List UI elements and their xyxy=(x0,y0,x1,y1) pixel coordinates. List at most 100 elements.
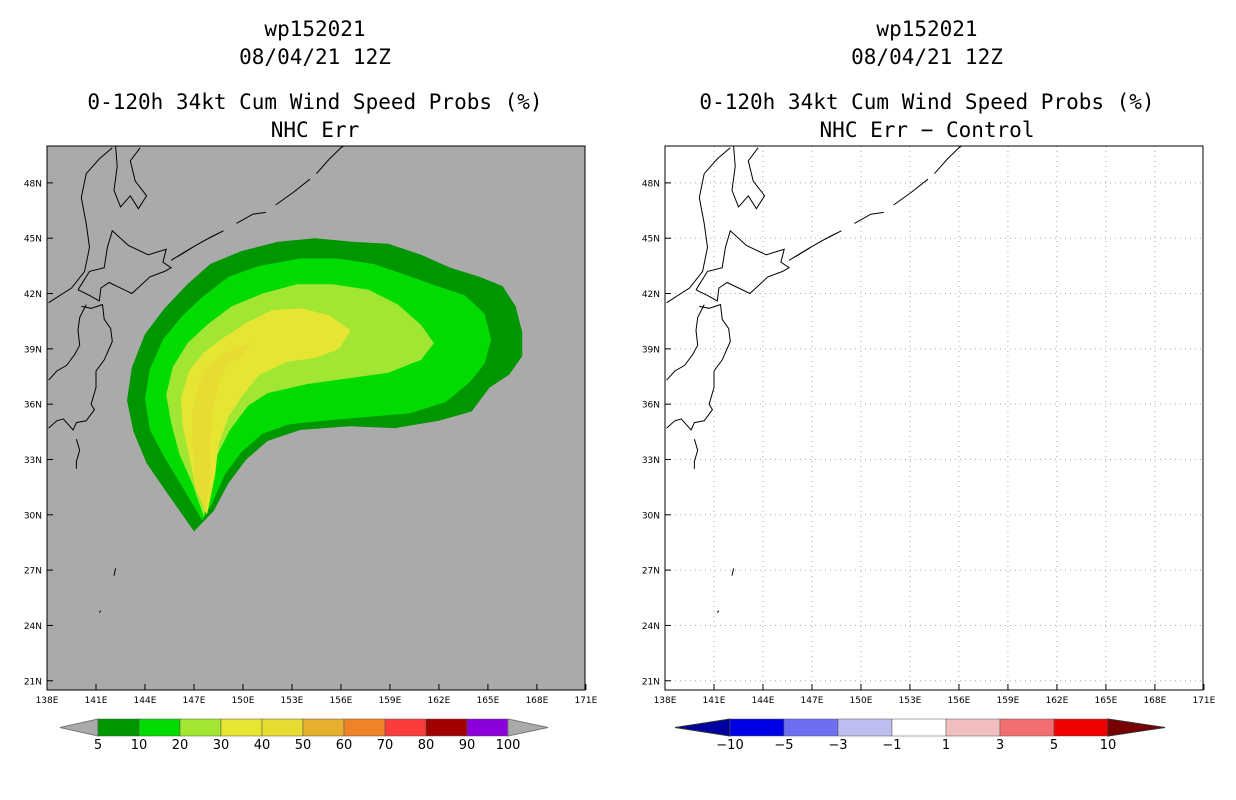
colorbar-swatch xyxy=(999,718,1055,737)
lon-tick-label: 144E xyxy=(134,696,157,705)
colorbar-label: 5 xyxy=(94,738,102,753)
coastline xyxy=(666,147,731,304)
colorbar-swatch xyxy=(343,718,386,737)
lat-tick-label: 30N xyxy=(642,511,660,521)
right-title-datetime: 08/04/21 12Z xyxy=(851,45,1003,69)
lon-tick-label: 141E xyxy=(703,696,726,705)
coastline xyxy=(98,610,102,613)
colorbar-label: 20 xyxy=(172,738,189,753)
prob-contour-40 xyxy=(192,343,252,513)
colorbar-label: 10 xyxy=(131,738,148,753)
left-probability-map: 48N 45N 42N 39N 36N 33N 30N 27N 24N 21N 138E 141E 14… xyxy=(24,145,598,705)
lat-tick-label: 39N xyxy=(24,345,42,355)
coastline xyxy=(75,439,81,469)
lon-tick-label: 162E xyxy=(427,696,450,705)
lat-tick-label: 21N xyxy=(24,677,42,687)
lat-tick-label: 45N xyxy=(642,235,660,245)
colorbar-swatch xyxy=(891,718,947,737)
colorbar-label: −10 xyxy=(716,738,743,753)
right-map-background xyxy=(665,146,1203,690)
coastline xyxy=(48,304,87,381)
lon-tick-label: 171E xyxy=(1192,696,1215,705)
colorbar-label: 100 xyxy=(496,738,521,753)
colorbar-label: 40 xyxy=(254,738,271,753)
lon-tick-label: 138E xyxy=(654,696,677,705)
coastline xyxy=(666,303,731,431)
lat-tick-label: 48N xyxy=(642,179,660,189)
coastline xyxy=(275,178,311,206)
lat-tick-label: 36N xyxy=(24,401,42,411)
coastline xyxy=(77,229,173,302)
left-colorbar: 5 10 20 30 40 50 60 70 80 90 100 xyxy=(59,718,549,753)
colorbar-swatch xyxy=(179,718,222,737)
lon-tick-label: 141E xyxy=(85,696,108,705)
colorbar-swatch xyxy=(261,718,304,737)
lon-tick-label: 159E xyxy=(996,696,1019,705)
colorbar-swatch xyxy=(302,718,345,737)
colorbar-swatch xyxy=(384,718,427,737)
lat-tick-label: 45N xyxy=(24,235,42,245)
coastline xyxy=(113,568,117,576)
colorbar-swatch xyxy=(466,718,509,737)
coastline xyxy=(693,439,699,469)
lon-tick-label: 159E xyxy=(378,696,401,705)
lon-tick-label: 147E xyxy=(183,696,206,705)
right-title-product: 0-120h 34kt Cum Wind Speed Probs (%) xyxy=(699,90,1155,114)
colorbar-swatch xyxy=(945,718,1001,737)
lon-tick-label: 156E xyxy=(330,696,353,705)
colorbar-swatch xyxy=(1053,718,1109,737)
coastline xyxy=(170,230,224,261)
colorbar-label: 5 xyxy=(1050,738,1058,753)
colorbar-label: 80 xyxy=(418,738,435,753)
colorbar-label: 50 xyxy=(295,738,312,753)
lon-tick-label: 150E xyxy=(232,696,255,705)
coastline xyxy=(48,303,113,431)
lon-tick-label: 168E xyxy=(525,696,548,705)
colorbar-low-arrow xyxy=(59,718,99,737)
left-title-product: 0-120h 34kt Cum Wind Speed Probs (%) xyxy=(87,90,543,114)
lon-tick-label: 165E xyxy=(476,696,499,705)
colorbar-swatch xyxy=(97,718,140,737)
colorbar-label: 1 xyxy=(942,738,950,753)
coastline xyxy=(716,610,720,613)
coastline xyxy=(788,230,842,261)
coastline xyxy=(695,229,791,302)
left-title-subtitle: NHC Err xyxy=(270,118,360,142)
colorbar-swatch xyxy=(220,718,263,737)
lat-tick-label: 27N xyxy=(24,567,42,577)
lat-tick-label: 39N xyxy=(642,345,660,355)
left-map-frame xyxy=(46,145,586,691)
lat-tick-label: 42N xyxy=(642,290,660,300)
left-title-datetime: 08/04/21 12Z xyxy=(239,45,391,69)
lon-tick-label: 168E xyxy=(1143,696,1166,705)
lon-tick-label: 171E xyxy=(574,696,597,705)
colorbar-swatch xyxy=(138,718,181,737)
lon-tick-label: 165E xyxy=(1094,696,1117,705)
colorbar-swatch xyxy=(783,718,839,737)
lat-tick-label: 42N xyxy=(24,290,42,300)
coastline xyxy=(934,146,963,175)
lon-tick-label: 153E xyxy=(899,696,922,705)
lat-tick-label: 21N xyxy=(642,677,660,687)
coastline xyxy=(236,211,266,224)
coastline xyxy=(113,146,148,210)
right-colorbar: −10 −5 −3 −1 1 3 5 10 xyxy=(674,718,1166,753)
lat-tick-label: 33N xyxy=(24,456,42,466)
coastline xyxy=(731,146,766,210)
lat-tick-label: 24N xyxy=(642,622,660,632)
coastline xyxy=(666,304,705,381)
lon-tick-label: 147E xyxy=(801,696,824,705)
right-difference-map: 48N 45N 42N 39N 36N 33N 30N 27N 24N 21N 138E 141E 14… xyxy=(642,145,1215,705)
coastline xyxy=(893,178,929,206)
colorbar-swatch xyxy=(425,718,468,737)
colorbar-label: 60 xyxy=(336,738,353,753)
lon-tick-label: 156E xyxy=(948,696,971,705)
colorbar-label: −1 xyxy=(882,738,901,753)
right-title-storm-id: wp152021 xyxy=(876,17,978,41)
colorbar-swatch xyxy=(837,718,893,737)
coastline xyxy=(48,147,113,304)
lat-tick-label: 36N xyxy=(642,401,660,411)
lat-tick-label: 48N xyxy=(24,179,42,189)
right-title-subtitle: NHC Err − Control xyxy=(819,118,1035,142)
colorbar-high-arrow xyxy=(1107,718,1166,737)
